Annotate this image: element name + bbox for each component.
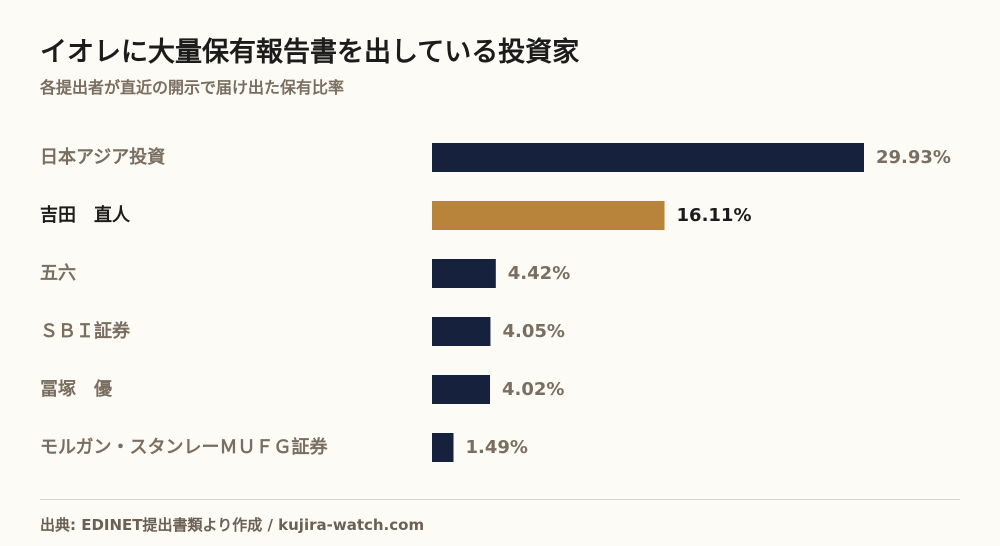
bar [432, 143, 864, 172]
bar [432, 375, 491, 404]
value-label: 29.93% [876, 147, 951, 168]
chart-subtitle: 各提出者が直近の開示で届け出た保有比率 [40, 78, 345, 97]
bar [432, 433, 454, 462]
category-label: 吉田 直人 [40, 204, 131, 226]
value-label: 16.11% [677, 205, 752, 226]
bar [432, 259, 496, 288]
value-label: 4.02% [502, 379, 564, 400]
footer-divider [40, 499, 960, 500]
bar [432, 201, 665, 230]
category-label: 冨塚 優 [40, 378, 113, 400]
category-label: 五六 [40, 262, 76, 284]
category-label: 日本アジア投資 [40, 146, 165, 168]
category-label: モルガン・スタンレーＭＵＦＧ証券 [40, 436, 328, 458]
value-label: 1.49% [466, 437, 528, 458]
value-label: 4.05% [502, 321, 564, 342]
category-label: ＳＢＩ証券 [40, 320, 131, 342]
bar [432, 317, 491, 346]
value-label: 4.42% [508, 263, 570, 284]
chart-title: イオレに大量保有報告書を出している投資家 [40, 37, 580, 68]
source-note: 出典: EDINET提出書類より作成 / kujira-watch.com [40, 516, 425, 534]
